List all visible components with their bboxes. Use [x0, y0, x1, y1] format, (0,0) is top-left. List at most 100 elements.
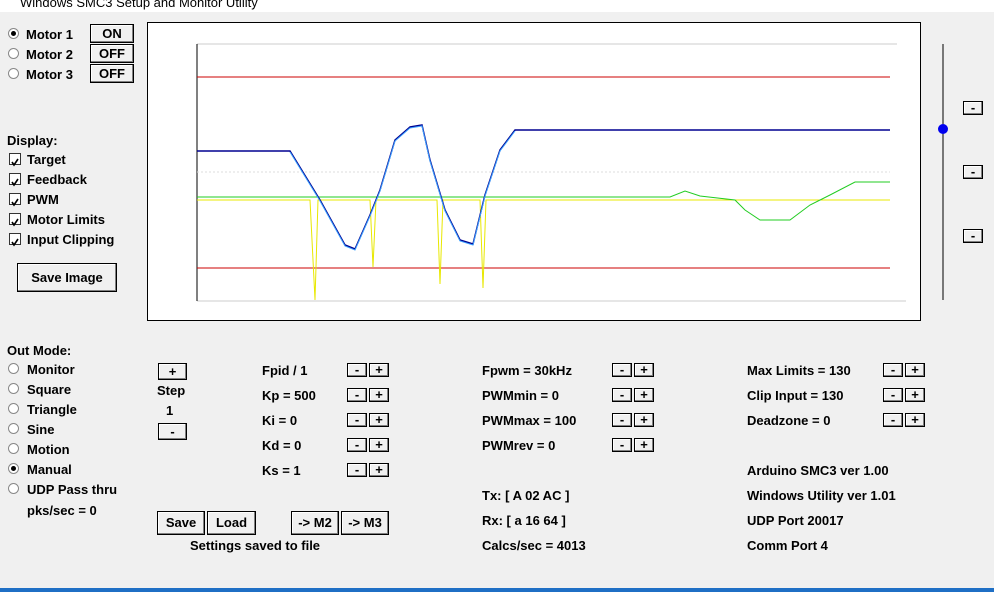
- checkbox[interactable]: [9, 153, 21, 167]
- check-mark: [11, 178, 19, 187]
- pid-param: Kp = 500: [262, 388, 316, 403]
- status-text: Settings saved to file: [190, 538, 321, 553]
- motor-label: Motor 1: [26, 27, 73, 42]
- plus-button[interactable]: +: [905, 413, 925, 427]
- checkbox[interactable]: [9, 233, 21, 247]
- pid-param: Ki = 0: [262, 413, 298, 428]
- display-label: Display:: [7, 133, 58, 148]
- step-value: 1: [166, 403, 174, 418]
- out-mode-option: Motion: [27, 442, 70, 457]
- check-mark: [11, 198, 19, 207]
- slider-minus-button[interactable]: -: [963, 165, 983, 179]
- minus-button[interactable]: -: [612, 388, 632, 402]
- plus-button[interactable]: +: [634, 413, 654, 427]
- plus-button[interactable]: +: [905, 388, 925, 402]
- pwm-param: PWMrev = 0: [482, 438, 556, 453]
- minus-button[interactable]: -: [612, 438, 632, 452]
- action-button[interactable]: -> M2: [291, 511, 339, 535]
- check-mark: [11, 158, 19, 167]
- title-bar: Windows SMC3 Setup and Monitor Utility: [0, 0, 994, 12]
- minus-button[interactable]: -: [347, 438, 367, 452]
- display-option: PWM: [27, 192, 59, 207]
- display-option: Feedback: [27, 172, 87, 187]
- slider-minus-button[interactable]: -: [963, 101, 983, 115]
- pwm-param: PWMmax = 100: [482, 413, 577, 428]
- plus-button[interactable]: +: [634, 388, 654, 402]
- check-mark: [11, 218, 19, 227]
- step-minus-button[interactable]: -: [158, 423, 187, 440]
- action-button[interactable]: Save: [157, 511, 205, 535]
- minus-button[interactable]: -: [883, 363, 903, 377]
- pid-param: Kd = 0: [262, 438, 302, 453]
- action-button[interactable]: -> M3: [341, 511, 389, 535]
- pwm-param: PWMmin = 0: [482, 388, 559, 403]
- radio-dot: [11, 466, 16, 471]
- version-info: Arduino SMC3 ver 1.00: [747, 463, 889, 478]
- minus-button[interactable]: -: [883, 413, 903, 427]
- checkbox[interactable]: [9, 193, 21, 207]
- plus-button[interactable]: +: [369, 463, 389, 477]
- pid-param: Ks = 1: [262, 463, 301, 478]
- check-mark: [11, 238, 19, 247]
- minus-button[interactable]: -: [347, 363, 367, 377]
- plus-button[interactable]: +: [905, 363, 925, 377]
- checkbox[interactable]: [9, 173, 21, 187]
- out-mode-option: Sine: [27, 422, 55, 437]
- minus-button[interactable]: -: [883, 388, 903, 402]
- plus-button[interactable]: +: [634, 438, 654, 452]
- radio-button[interactable]: [8, 463, 19, 474]
- radio-button[interactable]: [8, 483, 19, 494]
- out-mode-option: Square: [27, 382, 72, 397]
- radio-button[interactable]: [8, 383, 19, 394]
- version-info: Comm Port 4: [747, 538, 828, 553]
- checkbox[interactable]: [9, 213, 21, 227]
- taskbar-edge: [0, 588, 994, 592]
- slider-minus-button[interactable]: -: [963, 229, 983, 243]
- out-mode-option: Triangle: [27, 402, 77, 417]
- minus-button[interactable]: -: [612, 413, 632, 427]
- version-info: Windows Utility ver 1.01: [747, 488, 896, 503]
- plus-button[interactable]: +: [369, 363, 389, 377]
- motor-label: Motor 3: [26, 67, 73, 82]
- out-mode-option: Manual: [27, 462, 72, 477]
- action-button[interactable]: Load: [207, 511, 256, 535]
- plus-button[interactable]: +: [369, 413, 389, 427]
- minus-button[interactable]: -: [347, 463, 367, 477]
- radio-button[interactable]: [8, 423, 19, 434]
- save-image-button[interactable]: Save Image: [17, 263, 117, 292]
- version-info: UDP Port 20017: [747, 513, 844, 528]
- minus-button[interactable]: -: [612, 363, 632, 377]
- out-mode-option: UDP Pass thru: [27, 482, 118, 497]
- limit-param: Max Limits = 130: [747, 363, 851, 378]
- packet-rate: pks/sec = 0: [27, 503, 97, 518]
- motor-state-button[interactable]: ON: [90, 24, 134, 43]
- comm-info: Rx: [ a 16 64 ]: [482, 513, 566, 528]
- radio-button[interactable]: [8, 403, 19, 414]
- radio-button[interactable]: [8, 443, 19, 454]
- window-title: Windows SMC3 Setup and Monitor Utility: [20, 0, 258, 10]
- out-mode-option: Monitor: [27, 362, 75, 377]
- plus-button[interactable]: +: [369, 438, 389, 452]
- radio-button[interactable]: [8, 363, 19, 374]
- limit-param: Clip Input = 130: [747, 388, 844, 403]
- comm-info: Calcs/sec = 4013: [482, 538, 586, 553]
- plus-button[interactable]: +: [369, 388, 389, 402]
- pid-param: Fpid / 1: [262, 363, 308, 378]
- out-mode-label: Out Mode:: [7, 343, 72, 358]
- motor-state-button[interactable]: OFF: [90, 64, 134, 83]
- motor-label: Motor 2: [26, 47, 73, 62]
- display-option: Target: [27, 152, 66, 167]
- plus-button[interactable]: +: [634, 363, 654, 377]
- minus-button[interactable]: -: [347, 413, 367, 427]
- step-plus-button[interactable]: +: [158, 363, 187, 380]
- minus-button[interactable]: -: [347, 388, 367, 402]
- radio-dot: [11, 31, 16, 36]
- radio-button[interactable]: [8, 68, 19, 79]
- radio-button[interactable]: [8, 28, 19, 39]
- motor-state-button[interactable]: OFF: [90, 44, 134, 63]
- comm-info: Tx: [ A 02 AC ]: [482, 488, 570, 503]
- radio-button[interactable]: [8, 48, 19, 59]
- pwm-param: Fpwm = 30kHz: [482, 363, 572, 378]
- display-option: Input Clipping: [27, 232, 115, 247]
